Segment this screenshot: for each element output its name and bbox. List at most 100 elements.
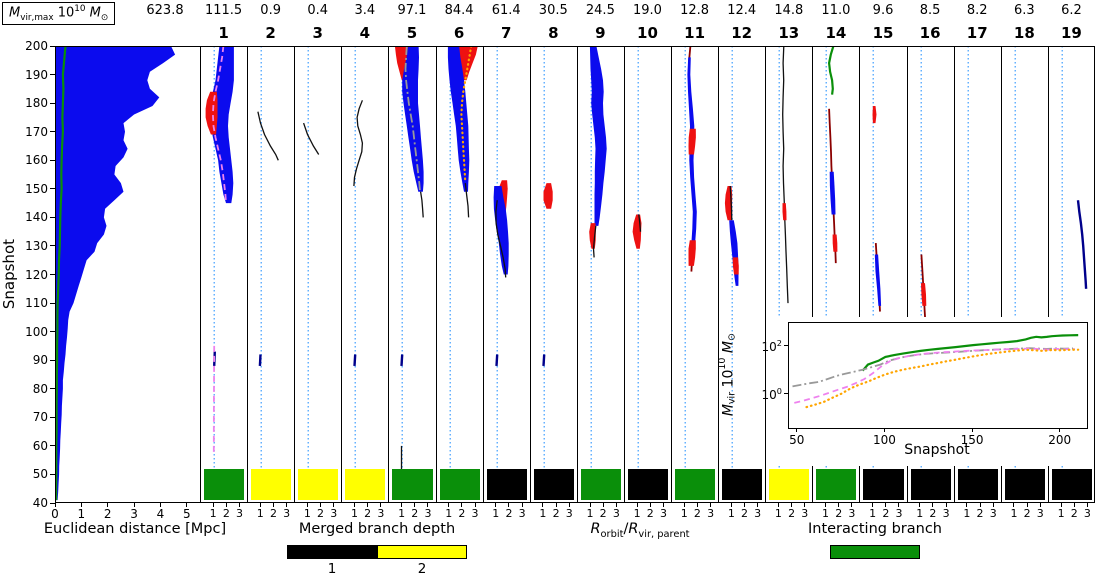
x-tick-label: 1 bbox=[916, 507, 924, 520]
x-tick-label: 1 bbox=[350, 507, 358, 520]
legend-depth-1-label: 1 bbox=[327, 561, 337, 577]
panel-6 bbox=[435, 46, 483, 503]
x-tick-mark bbox=[286, 503, 288, 507]
y-tick-mark bbox=[50, 331, 55, 333]
panel-5 bbox=[388, 46, 435, 503]
y-tick-mark bbox=[50, 274, 55, 275]
panel-number: 18 bbox=[1013, 24, 1035, 42]
panel-mass: 11.0 bbox=[821, 3, 851, 18]
y-tick-mark bbox=[50, 159, 55, 161]
x-tick-label: 3 bbox=[424, 507, 432, 520]
y-tick-label: 190 bbox=[25, 67, 48, 82]
x-tick-mark bbox=[919, 503, 921, 507]
x-tick-label: 2 bbox=[693, 507, 701, 520]
panel-number: 9 bbox=[595, 24, 606, 42]
x-tick-label: 2 bbox=[364, 507, 372, 520]
inset-ylabel-m: M bbox=[720, 403, 737, 417]
x-tick-mark bbox=[1013, 503, 1015, 507]
orbit-label-r1sub: orbit bbox=[600, 528, 624, 540]
y-tick-label: 90 bbox=[32, 353, 48, 368]
inset-background bbox=[768, 317, 1094, 466]
branch-depth-box-black bbox=[957, 468, 998, 501]
panel-3 bbox=[294, 46, 341, 503]
y-tick-label: 120 bbox=[25, 267, 48, 282]
branch-depth-box-green bbox=[816, 468, 857, 501]
x-tick-label: 1 bbox=[398, 507, 406, 520]
x-tick-mark bbox=[851, 503, 853, 507]
x-tick-label: 5 bbox=[182, 507, 191, 521]
x-tick-label: 2 bbox=[103, 507, 112, 521]
y-tick-label: 100 bbox=[25, 324, 48, 339]
panel-mass: 8.5 bbox=[919, 3, 941, 18]
panel-mass: 61.4 bbox=[491, 3, 521, 18]
x-tick-label: 1 bbox=[822, 507, 830, 520]
x-tick-mark bbox=[353, 503, 355, 507]
orbit-label-r2: R bbox=[628, 521, 639, 537]
panel-mass: 84.4 bbox=[444, 3, 474, 18]
branch-depth-box-black bbox=[486, 468, 527, 501]
panel-number: 15 bbox=[872, 24, 894, 42]
legend-depth-2-swatch bbox=[377, 545, 467, 559]
x-tick-mark bbox=[272, 503, 274, 507]
mass-axis-label-exp: 10 bbox=[74, 4, 86, 14]
x-tick-label: 3 bbox=[565, 507, 573, 520]
orbit-label-r2sub: vir, parent bbox=[638, 528, 690, 540]
x-tick-mark bbox=[838, 503, 840, 507]
x-tick-mark bbox=[1026, 503, 1028, 507]
x-tick-mark bbox=[133, 503, 135, 507]
panel-number: 19 bbox=[1060, 24, 1082, 42]
x-tick-label: 2 bbox=[788, 507, 796, 520]
x-tick-mark bbox=[107, 503, 109, 507]
x-tick-mark bbox=[777, 503, 779, 507]
inset-y-tick-label: 102 bbox=[761, 337, 782, 354]
inset-plot-area bbox=[788, 322, 1088, 429]
x-tick-label: 3 bbox=[754, 507, 762, 520]
panel-mass: 0.4 bbox=[307, 3, 329, 18]
y-tick-label: 110 bbox=[25, 296, 48, 311]
x-tick-mark bbox=[804, 503, 806, 507]
orbit-label-r1: R bbox=[590, 521, 601, 537]
x-tick-mark bbox=[872, 503, 874, 507]
y-tick-mark bbox=[50, 388, 55, 390]
x-tick-label: 3 bbox=[989, 507, 997, 520]
x-tick-label: 2 bbox=[1070, 507, 1078, 520]
x-tick-label: 1 bbox=[1010, 507, 1018, 520]
panel-mass: 12.4 bbox=[727, 3, 757, 18]
x-tick-label: 0 bbox=[51, 507, 59, 521]
panel-4 bbox=[341, 46, 388, 503]
x-tick-label: 2 bbox=[552, 507, 560, 520]
panel-mass: 97.1 bbox=[397, 3, 427, 18]
x-tick-mark bbox=[542, 503, 544, 507]
x-tick-label: 2 bbox=[411, 507, 419, 520]
panel-mass: 0.9 bbox=[260, 3, 281, 18]
panel-number: 8 bbox=[548, 24, 559, 42]
x-tick-mark bbox=[825, 503, 827, 507]
y-tick-label: 80 bbox=[32, 381, 48, 396]
branch-depth-box-black bbox=[1051, 468, 1092, 501]
panel-7 bbox=[482, 46, 530, 503]
x-tick-mark bbox=[427, 503, 429, 507]
mass-axis-label-sub: vir,max bbox=[20, 12, 54, 23]
x-tick-mark bbox=[730, 503, 732, 507]
branch-depth-box-green bbox=[204, 468, 245, 501]
inset-x-tick-label: 150 bbox=[960, 433, 984, 447]
x-tick-label: 1 bbox=[77, 507, 86, 521]
panel-10 bbox=[623, 46, 671, 503]
panel-16 bbox=[906, 46, 954, 503]
x-tick-label: 3 bbox=[377, 507, 385, 520]
inset-x-tick-label: 100 bbox=[872, 433, 896, 447]
inset-x-axis-label: Snapshot bbox=[904, 442, 970, 458]
y-tick-label: 60 bbox=[32, 438, 48, 453]
inset-x-tick-mark bbox=[883, 428, 885, 432]
x-tick-label: 3 bbox=[471, 507, 479, 520]
panel-mass: 24.5 bbox=[585, 3, 615, 18]
branch-depth-box-black bbox=[910, 468, 951, 501]
x-tick-mark bbox=[555, 503, 557, 507]
x-tick-mark bbox=[992, 503, 994, 507]
x-tick-label: 2 bbox=[269, 507, 277, 520]
x-tick-label: 3 bbox=[330, 507, 338, 520]
panel-mass: 6.2 bbox=[1061, 3, 1082, 18]
y-tick-mark bbox=[50, 359, 55, 361]
y-tick-label: 40 bbox=[32, 496, 48, 510]
